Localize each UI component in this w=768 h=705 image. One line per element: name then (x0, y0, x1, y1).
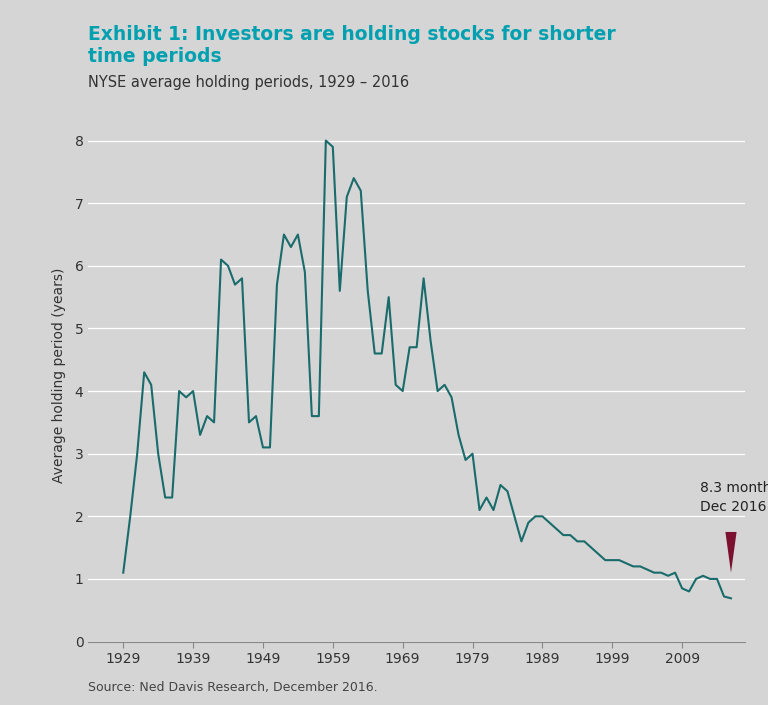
Y-axis label: Average holding period (years): Average holding period (years) (52, 268, 66, 483)
Text: Source: Ned Davis Research, December 2016.: Source: Ned Davis Research, December 201… (88, 682, 378, 694)
Text: Exhibit 1: Investors are holding stocks for shorter
time periods: Exhibit 1: Investors are holding stocks … (88, 25, 616, 66)
Text: 8.3 months
Dec 2016: 8.3 months Dec 2016 (700, 482, 768, 514)
Text: NYSE average holding periods, 1929 – 2016: NYSE average holding periods, 1929 – 201… (88, 75, 409, 90)
Polygon shape (726, 532, 737, 572)
